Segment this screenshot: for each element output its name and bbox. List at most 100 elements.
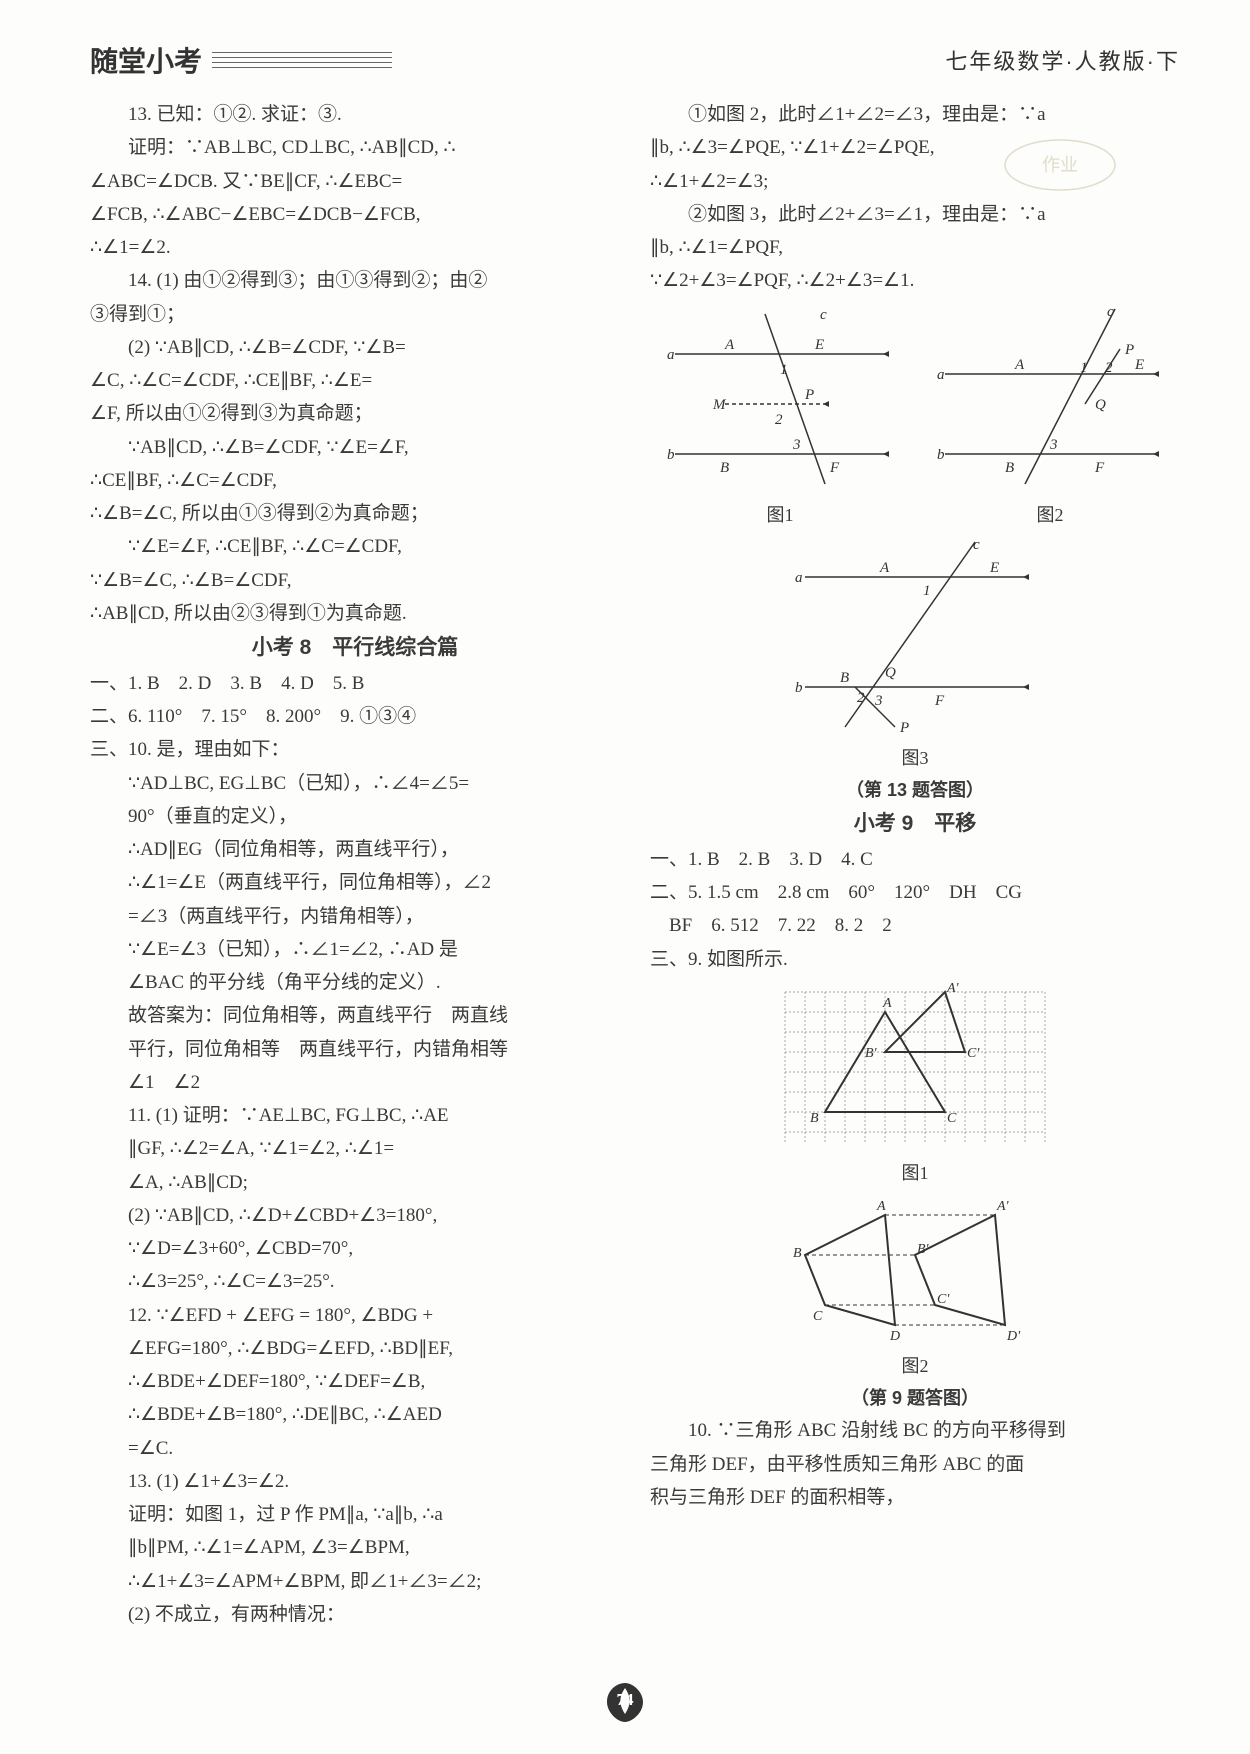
svg-text:c: c [820,307,827,323]
sec9-ans: 三、9. 如图所示. [650,943,1180,976]
sec8-ans: ∠1 ∠2 [90,1066,620,1099]
q14-line: ∵∠B=∠C, ∴∠B=∠CDF, [90,564,620,597]
svg-text:M: M [712,397,727,413]
section-8-title: 小考 8 平行线综合篇 [90,630,620,667]
q14-line: ∠F, 所以由①②得到③为真命题； [90,397,620,430]
svg-text:B: B [793,1246,802,1261]
fig13-title: （第 13 题答图） [650,775,1180,807]
svg-text:E: E [989,560,999,576]
svg-text:b: b [937,447,945,463]
sec9-q10: 积与三角形 DEF 的面积相等， [650,1481,1180,1514]
svg-text:F: F [1094,460,1105,476]
svg-text:b: b [667,447,675,463]
r-line: ∴∠1+∠2=∠3; [650,165,1180,198]
svg-text:A: A [882,996,892,1011]
sec9-fig2-caption: 图2 [650,1351,1180,1383]
header-rule-lines [212,52,392,68]
sec9-ans: 二、5. 1.5 cm 2.8 cm 60° 120° DH CG [650,876,1180,909]
svg-text:E: E [1134,357,1144,373]
svg-text:3: 3 [1049,437,1058,453]
sec8-ans: 三、10. 是，理由如下： [90,733,620,766]
svg-text:3: 3 [792,437,801,453]
q14-line: ∴AB∥CD, 所以由②③得到①为真命题. [90,597,620,630]
svg-text:1: 1 [1080,360,1088,376]
svg-text:a: a [795,570,803,586]
sec8-q11: ∥GF, ∴∠2=∠A, ∵∠1=∠2, ∴∠1= [90,1132,620,1165]
sec8-ans: 一、1. B 2. D 3. B 4. D 5. B [90,667,620,700]
q13-line: 证明：∵AB⊥BC, CD⊥BC, ∴AB∥CD, ∴ [90,131,620,164]
sec8-q12: ∴∠BDE+∠DEF=180°, ∵∠DEF=∠B, [90,1365,620,1398]
content-columns: 13. 已知：①②. 求证：③. 证明：∵AB⊥BC, CD⊥BC, ∴AB∥C… [90,98,1180,1631]
svg-text:a: a [937,367,945,383]
sec9-fig1-caption: 图1 [650,1158,1180,1190]
left-column: 13. 已知：①②. 求证：③. 证明：∵AB⊥BC, CD⊥BC, ∴AB∥C… [90,98,620,1631]
sec9-q10: 三角形 DEF，由平移性质知三角形 ABC 的面 [650,1448,1180,1481]
sec8-ans: ∴∠1=∠E（两直线平行，同位角相等），∠2 [90,866,620,899]
sec8-ans: 90°（垂直的定义）， [90,800,620,833]
r-line: ∵∠2+∠3=∠PQF, ∴∠2+∠3=∠1. [650,264,1180,297]
svg-text:3: 3 [874,693,883,709]
diagram-fig2: c a AE P 12 Q b BF 3 [935,304,1165,494]
sec8-q13: 证明：如图 1，过 P 作 PM∥a, ∵a∥b, ∴a [90,1498,620,1531]
r-line: ②如图 3，此时∠2+∠3=∠1，理由是：∵a [650,198,1180,231]
svg-text:A: A [724,337,735,353]
sec8-ans: 平行，同位角相等 两直线平行，内错角相等 [90,1033,620,1066]
sec8-ans: 故答案为：同位角相等，两直线平行 两直线 [90,999,620,1032]
svg-text:b: b [795,680,803,696]
sec8-q11: 11. (1) 证明：∵AE⊥BC, FG⊥BC, ∴AE [90,1099,620,1132]
svg-text:B': B' [865,1046,878,1061]
svg-text:1: 1 [923,583,931,599]
fig9-title: （第 9 题答图） [650,1383,1180,1415]
svg-text:P: P [1124,342,1134,358]
sec9-q10: 10. ∵三角形 ABC 沿射线 BC 的方向平移得到 [650,1414,1180,1447]
svg-text:D: D [889,1329,900,1344]
svg-text:C': C' [937,1292,950,1307]
svg-text:A': A' [946,982,960,996]
header-left: 随堂小考 [90,40,392,80]
sec8-ans: ∵AD⊥BC, EG⊥BC（已知），∴∠4=∠5= [90,767,620,800]
q13-line: ∠ABC=∠DCB. 又∵BE∥CF, ∴∠EBC= [90,165,620,198]
sec8-q13: 13. (1) ∠1+∠3=∠2. [90,1465,620,1498]
svg-text:A: A [876,1199,886,1214]
svg-text:E: E [814,337,824,353]
svg-text:B: B [810,1111,819,1126]
sec8-ans: =∠3（两直线平行，内错角相等）， [90,900,620,933]
q14-line: ∴CE∥BF, ∴∠C=∠CDF, [90,464,620,497]
sec9-ans: 一、1. B 2. B 3. D 4. C [650,843,1180,876]
svg-text:F: F [934,693,945,709]
sec8-ans: 二、6. 110° 7. 15° 8. 200° 9. ①③④ [90,700,620,733]
sec9-ans: BF 6. 512 7. 22 8. 2 2 [650,909,1180,942]
q13-line: 13. 已知：①②. 求证：③. [90,98,620,131]
fig1-caption: 图1 [650,500,910,532]
svg-text:B: B [720,460,729,476]
sec8-q11: (2) ∵AB∥CD, ∴∠D+∠CBD+∠3=180°, [90,1199,620,1232]
fig3-caption: 图3 [650,743,1180,775]
svg-text:2: 2 [857,690,865,706]
svg-text:Q: Q [885,665,896,681]
book-subtitle: 七年级数学·人教版·下 [945,44,1180,76]
svg-text:A: A [879,560,890,576]
page-number: 74 [603,1690,647,1710]
diagram-fig1: a AE 1 MP 2 b BF 3 c [665,304,895,494]
page-number-badge: 74 [603,1680,647,1724]
r-line: ∥b, ∴∠3=∠PQE, ∵∠1+∠2=∠PQE, [650,131,1180,164]
sec8-q12: =∠C. [90,1432,620,1465]
sec8-q13: ∥b∥PM, ∴∠1=∠APM, ∠3=∠BPM, [90,1531,620,1564]
r-line: ①如图 2，此时∠1+∠2=∠3，理由是：∵a [650,98,1180,131]
q14-line: ∠C, ∴∠C=∠CDF, ∴CE∥BF, ∴∠E= [90,364,620,397]
q14-line: ∴∠B=∠C, 所以由①③得到②为真命题； [90,497,620,530]
q14-line: ∵AB∥CD, ∴∠B=∠CDF, ∵∠E=∠F, [90,431,620,464]
sec8-q13: (2) 不成立，有两种情况： [90,1598,620,1631]
page-header: 随堂小考 七年级数学·人教版·下 [90,40,1180,80]
diagram-pair-1-2: a AE 1 MP 2 b BF 3 c 图1 [650,298,1180,532]
fig2-caption: 图2 [920,500,1180,532]
svg-text:D': D' [1006,1329,1021,1344]
diagram-fig3: c a AE 1 b BF Q 23 P [785,537,1045,737]
sec8-q11: ∴∠3=25°, ∴∠C=∠3=25°. [90,1265,620,1298]
q14-line: ③得到①； [90,298,620,331]
svg-text:P: P [899,720,909,736]
sec8-q12: ∴∠BDE+∠B=180°, ∴DE∥BC, ∴∠AED [90,1398,620,1431]
q13-line: ∠FCB, ∴∠ABC−∠EBC=∠DCB−∠FCB, [90,198,620,231]
diagram-sec9-fig2: ABCD A'B'C'D' [765,1195,1065,1345]
svg-text:1: 1 [780,362,788,378]
